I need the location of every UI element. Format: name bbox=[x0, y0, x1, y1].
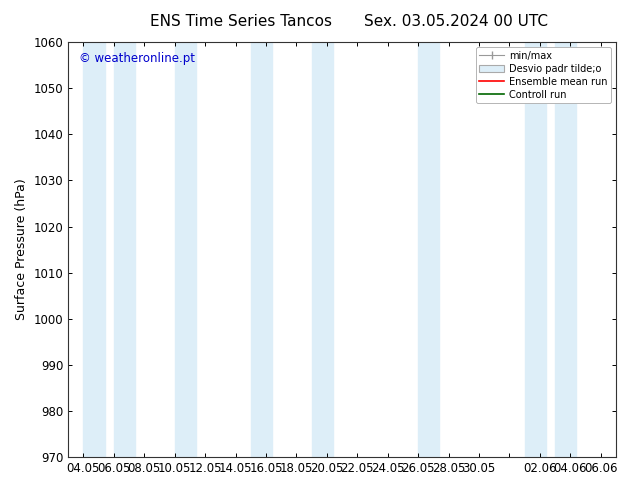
Bar bbox=[418, 42, 439, 457]
Bar bbox=[250, 42, 272, 457]
Bar bbox=[555, 42, 576, 457]
Bar bbox=[114, 42, 135, 457]
Bar bbox=[524, 42, 546, 457]
Bar bbox=[175, 42, 196, 457]
Text: © weatheronline.pt: © weatheronline.pt bbox=[79, 52, 195, 66]
Y-axis label: Surface Pressure (hPa): Surface Pressure (hPa) bbox=[15, 179, 28, 320]
Bar bbox=[311, 42, 333, 457]
Text: ENS Time Series Tancos: ENS Time Series Tancos bbox=[150, 14, 332, 29]
Bar bbox=[84, 42, 105, 457]
Legend: min/max, Desvio padr tilde;o, Ensemble mean run, Controll run: min/max, Desvio padr tilde;o, Ensemble m… bbox=[476, 47, 611, 103]
Text: Sex. 03.05.2024 00 UTC: Sex. 03.05.2024 00 UTC bbox=[365, 14, 548, 29]
